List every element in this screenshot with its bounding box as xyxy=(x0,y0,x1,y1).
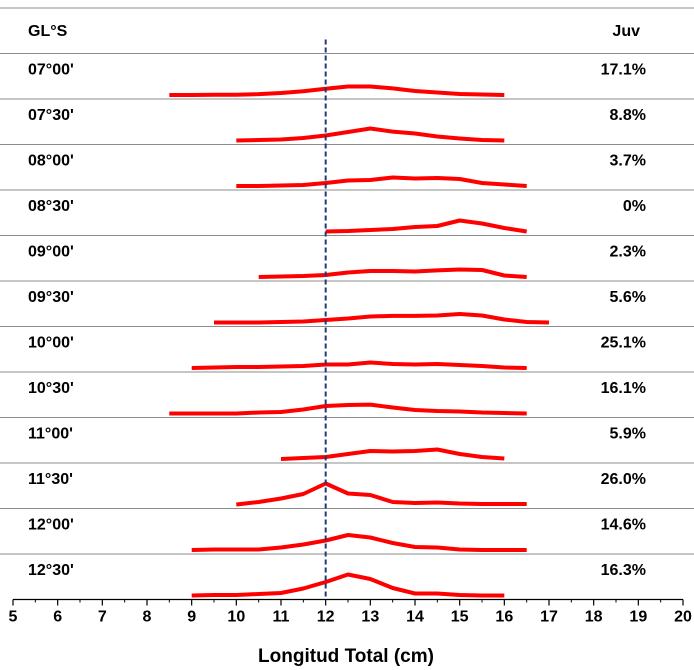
frequency-curve xyxy=(280,447,505,461)
row-separators xyxy=(0,7,694,555)
frequency-curve xyxy=(214,312,550,325)
x-tick-label: 20 xyxy=(674,609,692,626)
juvenile-percent: 26.0% xyxy=(601,471,646,488)
frequency-curve xyxy=(191,572,505,598)
x-tick-label: 10 xyxy=(227,609,245,626)
row-label: 10°30' xyxy=(28,380,74,397)
row-label: 09°30' xyxy=(28,289,74,306)
frequency-curve xyxy=(191,533,527,552)
row-label: 09°00' xyxy=(28,244,74,261)
juvenile-percent: 8.8% xyxy=(610,107,646,124)
row-label: 07°00' xyxy=(28,62,74,79)
header-latitude: GL°S xyxy=(28,23,68,40)
row-label: 11°30' xyxy=(28,471,73,488)
x-tick-label: 16 xyxy=(495,609,513,626)
frequency-curve xyxy=(236,175,527,188)
frequency-curves xyxy=(169,84,550,598)
frequency-curve xyxy=(191,360,527,370)
juvenile-percent: 14.6% xyxy=(601,517,646,534)
x-tick-label: 18 xyxy=(585,609,603,626)
frequency-curve xyxy=(169,84,505,97)
juvenile-percent: 16.1% xyxy=(601,380,646,397)
x-tick-label: 6 xyxy=(53,609,62,626)
juvenile-percent: 3.7% xyxy=(610,153,646,170)
juvenile-percent: 25.1% xyxy=(601,335,646,352)
juvenile-percent: 0% xyxy=(623,198,646,215)
frequency-curve xyxy=(325,218,528,234)
juvenile-percent: 16.3% xyxy=(601,562,646,579)
frequency-curve xyxy=(169,402,527,416)
row-labels: 07°00' 07°30' 08°00' 08°30' 09°00' 09°30' 10°0… xyxy=(28,62,74,580)
row-label: 08°00' xyxy=(28,153,74,170)
frequency-curve xyxy=(236,481,527,507)
header-juveniles: Juv xyxy=(612,23,640,40)
row-label: 12°30' xyxy=(28,562,74,579)
x-axis-label: Longitud Total (cm) xyxy=(258,646,434,667)
row-label: 11°00' xyxy=(28,426,73,443)
x-axis: 5 6 7 8 9 10 11 12 13 14 15 16 17 18 19 20 xyxy=(9,598,692,626)
juvenile-percent: 17.1% xyxy=(601,62,646,79)
row-label: 12°00' xyxy=(28,517,74,534)
row-label: 07°30' xyxy=(28,107,74,124)
x-tick-label: 9 xyxy=(187,609,196,626)
x-tick-label: 19 xyxy=(629,609,647,626)
x-tick-label: 13 xyxy=(361,609,379,626)
x-tick-label: 15 xyxy=(451,609,469,626)
row-label: 08°30' xyxy=(28,198,74,215)
x-tick-label: 14 xyxy=(406,609,424,626)
juvenile-percentages: 17.1% 8.8% 3.7% 0% 2.3% 5.6% 25.1% 16.1% 5.9% 26.… xyxy=(601,62,646,580)
x-tick-label: 5 xyxy=(9,609,18,626)
juvenile-percent: 2.3% xyxy=(610,244,646,261)
x-tick-label: 7 xyxy=(98,609,107,626)
x-tick-label: 8 xyxy=(143,609,152,626)
frequency-curve xyxy=(236,126,505,143)
x-tick-label: 12 xyxy=(317,609,335,626)
frequency-curve xyxy=(258,267,527,279)
x-tick-label: 11 xyxy=(273,609,290,626)
row-label: 10°00' xyxy=(28,335,74,352)
juvenile-percent: 5.9% xyxy=(610,426,646,443)
juvenile-percent: 5.6% xyxy=(610,289,646,306)
x-tick-label: 17 xyxy=(540,609,558,626)
